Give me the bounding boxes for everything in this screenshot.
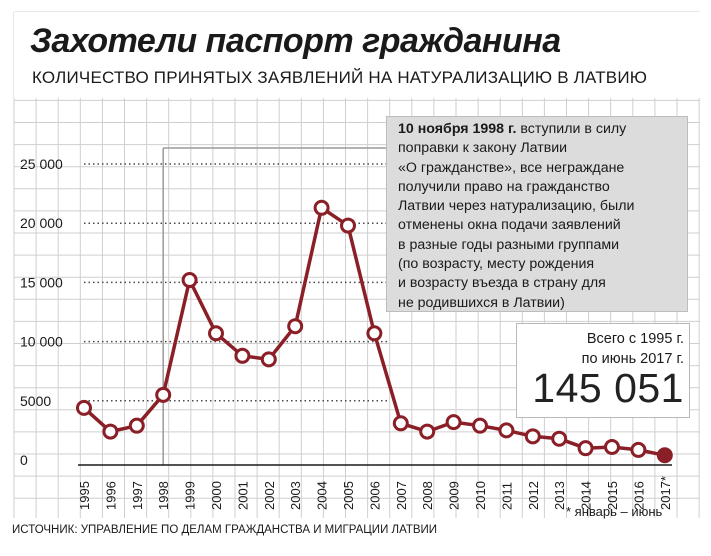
data-point — [234, 347, 251, 364]
data-point — [419, 423, 436, 440]
x-tick-label: 2002 — [262, 481, 277, 510]
total-label: Всего с 1995 г. по июнь 2017 г. — [524, 329, 684, 369]
data-point — [392, 415, 409, 432]
total-value: 145 051 — [532, 365, 684, 411]
data-point — [524, 428, 541, 445]
data-point — [155, 386, 172, 403]
y-tick-label: 20 000 — [20, 215, 63, 231]
title-plate — [14, 12, 700, 98]
x-tick-label: 2007 — [394, 481, 409, 510]
annotation-text: 10 ноября 1998 г. вступили в силу поправ… — [398, 120, 684, 313]
chart-subtitle: КОЛИЧЕСТВО ПРИНЯТЫХ ЗАЯВЛЕНИЙ НА НАТУРАЛ… — [32, 68, 648, 87]
source-note: ИСТОЧНИК: УПРАВЛЕНИЕ ПО ДЕЛАМ ГРАЖДАНСТВ… — [12, 524, 438, 536]
annotation-line-4: Латвии через натурализацию, были — [398, 198, 635, 215]
x-tick-label: 2009 — [447, 481, 462, 510]
annotation-line-3: получили право на гражданство — [398, 178, 610, 195]
annotation-line-5: отменены окна подачи заявлений — [398, 217, 621, 234]
x-tick-label: 2003 — [288, 481, 303, 510]
x-tick-label: 2017* — [658, 476, 673, 510]
data-point — [656, 447, 673, 464]
x-tick-label: 2004 — [315, 481, 330, 510]
annotation-line-1: поправки к закону Латвии — [398, 140, 568, 157]
total-label-line2: по июнь 2017 г. — [581, 351, 684, 367]
data-point — [76, 399, 92, 416]
data-point — [102, 423, 119, 440]
data-point — [630, 441, 647, 458]
annotation-line-6: в разные годы разными группами — [398, 236, 620, 253]
data-point — [313, 199, 330, 216]
x-tick-label: 2013 — [552, 481, 567, 510]
data-point — [551, 430, 568, 447]
y-tick-label: 5000 — [20, 393, 51, 409]
x-tick-label: 1995 — [77, 481, 92, 510]
x-tick-label: 1996 — [103, 481, 118, 510]
annotation-line-7: (по возрасту, месту рождения — [398, 256, 595, 273]
annotation-line-2: «О гражданстве», все неграждане — [398, 159, 625, 176]
x-tick-label: 2014 — [579, 481, 594, 510]
x-tick-label: 2012 — [526, 481, 541, 510]
data-point — [340, 217, 356, 234]
footnote: * январь – июнь — [566, 504, 663, 519]
x-tick-label: 2008 — [420, 481, 435, 510]
x-tick-label: 2015 — [605, 481, 620, 510]
x-tick-label: 2006 — [367, 481, 382, 510]
annotation-box — [386, 116, 688, 312]
y-tick-label: 25 000 — [20, 156, 63, 172]
series-points — [76, 199, 673, 464]
data-point — [287, 318, 304, 335]
data-point — [366, 325, 383, 342]
y-tick-label: 10 000 — [20, 334, 63, 350]
x-tick-label: 2010 — [473, 481, 488, 510]
data-point — [128, 417, 145, 434]
annotation-line-8: и возрасту въезда в страну для — [398, 275, 606, 292]
data-point — [472, 417, 488, 434]
data-point — [604, 438, 620, 455]
x-tick-label: 1999 — [183, 481, 198, 510]
data-point — [181, 272, 198, 289]
chart-title: Захотели паспорт гражданина — [30, 22, 561, 60]
x-tick-label: 1998 — [156, 481, 171, 510]
data-point — [577, 440, 594, 457]
data-point — [445, 414, 462, 431]
y-axis-ticks: 0 5000 10 000 15 000 20 000 25 000 — [20, 156, 390, 468]
x-tick-label: 2011 — [499, 482, 514, 510]
annotation-line-0: вступили в силу — [516, 121, 627, 137]
data-point — [260, 351, 277, 368]
x-tick-label: 1997 — [130, 481, 145, 510]
y-tick-label: 15 000 — [20, 274, 63, 290]
annotation-line-9: не родившихся в Латвии) — [398, 294, 565, 311]
x-tick-label: 2005 — [341, 481, 356, 510]
y-tick-label: 0 — [20, 452, 28, 468]
x-tick-label: 2016 — [631, 481, 646, 510]
data-point — [498, 422, 515, 439]
x-axis-ticks: 1995 1996 1997 1998 1999 2000 2001 2002 2003 2004… — [77, 476, 673, 510]
data-point — [208, 325, 224, 342]
x-tick-label: 2001 — [235, 481, 250, 510]
total-label-line1: Всего с 1995 г. — [586, 331, 684, 347]
x-tick-label: 2000 — [209, 481, 224, 510]
annotation-date: 10 ноября 1998 г. — [398, 121, 517, 137]
total-box — [516, 323, 690, 418]
